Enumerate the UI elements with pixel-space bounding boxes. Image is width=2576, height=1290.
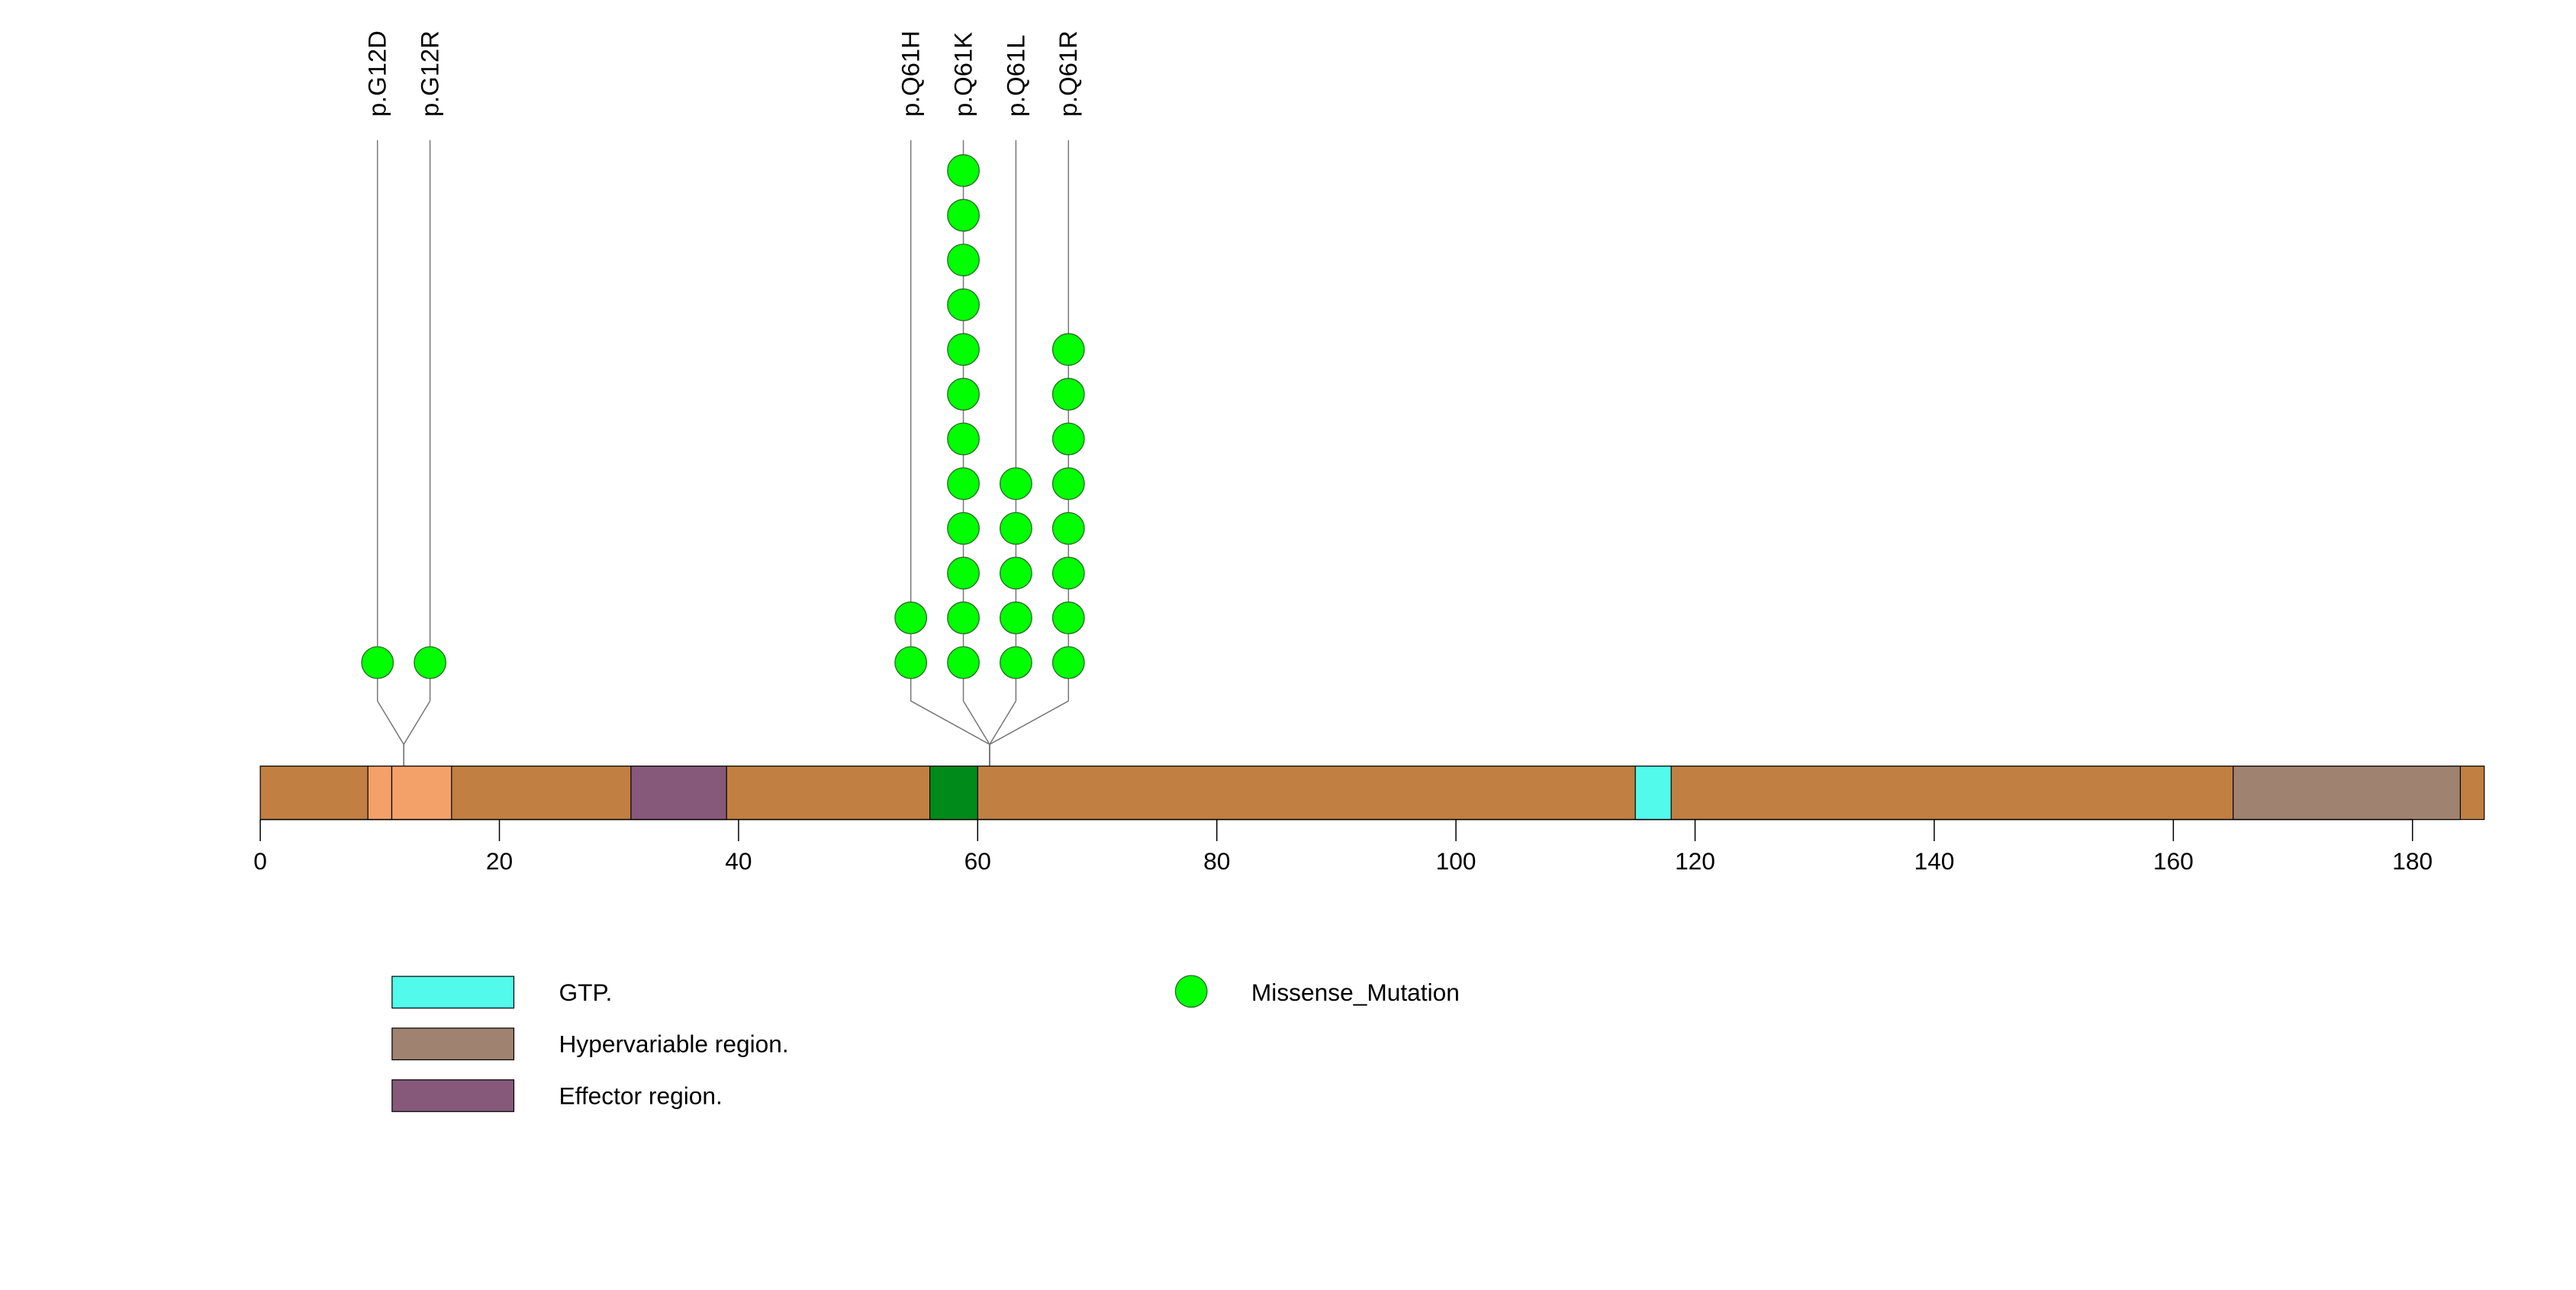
mutation-dot-2-1 (894, 601, 928, 634)
mutation-dot-5-4 (1051, 467, 1085, 501)
mutation-dot-5-2 (1051, 556, 1085, 590)
legend-label-0: GTP. (559, 979, 612, 1006)
x-tick-label-100: 100 (1436, 847, 1476, 875)
domain-3 (929, 766, 978, 821)
protein-backbone (259, 766, 2485, 821)
connector-4 (989, 700, 1017, 766)
connector-5 (989, 700, 1069, 766)
mutation-dot-3-0 (947, 646, 980, 679)
mutation-dot-4-0 (999, 646, 1032, 679)
mutation-dot-5-6 (1051, 378, 1085, 411)
mutation-dot-3-8 (947, 288, 980, 321)
mutation-dot-3-1 (947, 601, 980, 634)
protein-track (259, 766, 2485, 821)
mutation-dot-0-0 (361, 646, 394, 679)
mutation-dot-5-1 (1051, 601, 1085, 634)
mutation-label-3: p.Q61K (948, 32, 977, 117)
domain-4 (1634, 766, 1672, 821)
mutation-dot-4-3 (999, 511, 1032, 545)
x-axis: 0 20 40 60 80 100 120 140 160 180 (253, 818, 2433, 875)
mutation-dot-4-4 (999, 467, 1032, 501)
mutation-dot-3-11 (947, 154, 980, 187)
x-tick-label-40: 40 (725, 847, 752, 875)
x-tick-label-20: 20 (486, 847, 513, 875)
domain-0 (367, 766, 393, 821)
mutation-dot-3-5 (947, 422, 980, 456)
mutation-label-5: p.Q61R (1054, 31, 1082, 117)
x-tick-label-80: 80 (1203, 847, 1230, 875)
mutation-dot-4-1 (999, 601, 1032, 634)
mutation-dot-3-2 (947, 556, 980, 590)
legend-mutation-dot-0 (1174, 975, 1208, 1008)
mutation-dot-3-4 (947, 467, 980, 501)
mutation-dot-3-9 (947, 243, 980, 277)
legend-swatch-0 (391, 976, 515, 1009)
mutation-dot-5-3 (1051, 511, 1085, 545)
mutation-label-1: p.G12R (416, 31, 444, 117)
mutation-label-2: p.Q61H (897, 31, 925, 117)
mutation-dot-3-6 (947, 378, 980, 411)
mutation-connectors (377, 700, 1069, 766)
connector-3 (962, 700, 990, 766)
domain-2 (630, 766, 727, 821)
x-tick-label-180: 180 (2392, 847, 2433, 875)
connector-1 (403, 700, 431, 766)
x-tick-label-60: 60 (964, 847, 991, 875)
mutation-label-0: p.G12D (363, 31, 391, 117)
legend-swatch-2 (391, 1079, 515, 1112)
legend-mutation-label-0: Missense_Mutation (1251, 979, 1460, 1006)
mutation-labels: p.G12D p.G12R p.Q61H p.Q61K p.Q61L p.Q61R (363, 31, 1083, 117)
domain-5 (2233, 766, 2462, 821)
mutation-label-4: p.Q61L (1001, 35, 1029, 118)
legend-swatch-1 (391, 1027, 515, 1061)
legend-label-1: Hypervariable region. (559, 1030, 788, 1058)
mutation-dot-4-2 (999, 556, 1032, 590)
domain-1 (391, 766, 452, 821)
mutation-dot-3-3 (947, 511, 980, 545)
mutation-dots (361, 154, 1085, 679)
mutation-dot-3-10 (947, 198, 980, 232)
mutation-dot-1-0 (414, 646, 446, 679)
mutation-dot-5-5 (1051, 422, 1085, 456)
x-tick-label-120: 120 (1675, 847, 1715, 875)
x-tick-label-0: 0 (253, 847, 267, 875)
legend-label-2: Effector region. (559, 1082, 722, 1109)
connector-0 (377, 700, 404, 766)
mutation-dot-5-7 (1051, 333, 1085, 366)
legend: GTP. Hypervariable region. Effector region… (391, 975, 1460, 1112)
connector-2 (910, 700, 990, 766)
mutation-dot-5-0 (1051, 646, 1085, 679)
x-tick-label-160: 160 (2153, 847, 2194, 875)
mutation-dot-3-7 (947, 333, 980, 366)
x-tick-label-140: 140 (1914, 847, 1954, 875)
mutation-dot-2-0 (894, 646, 928, 679)
